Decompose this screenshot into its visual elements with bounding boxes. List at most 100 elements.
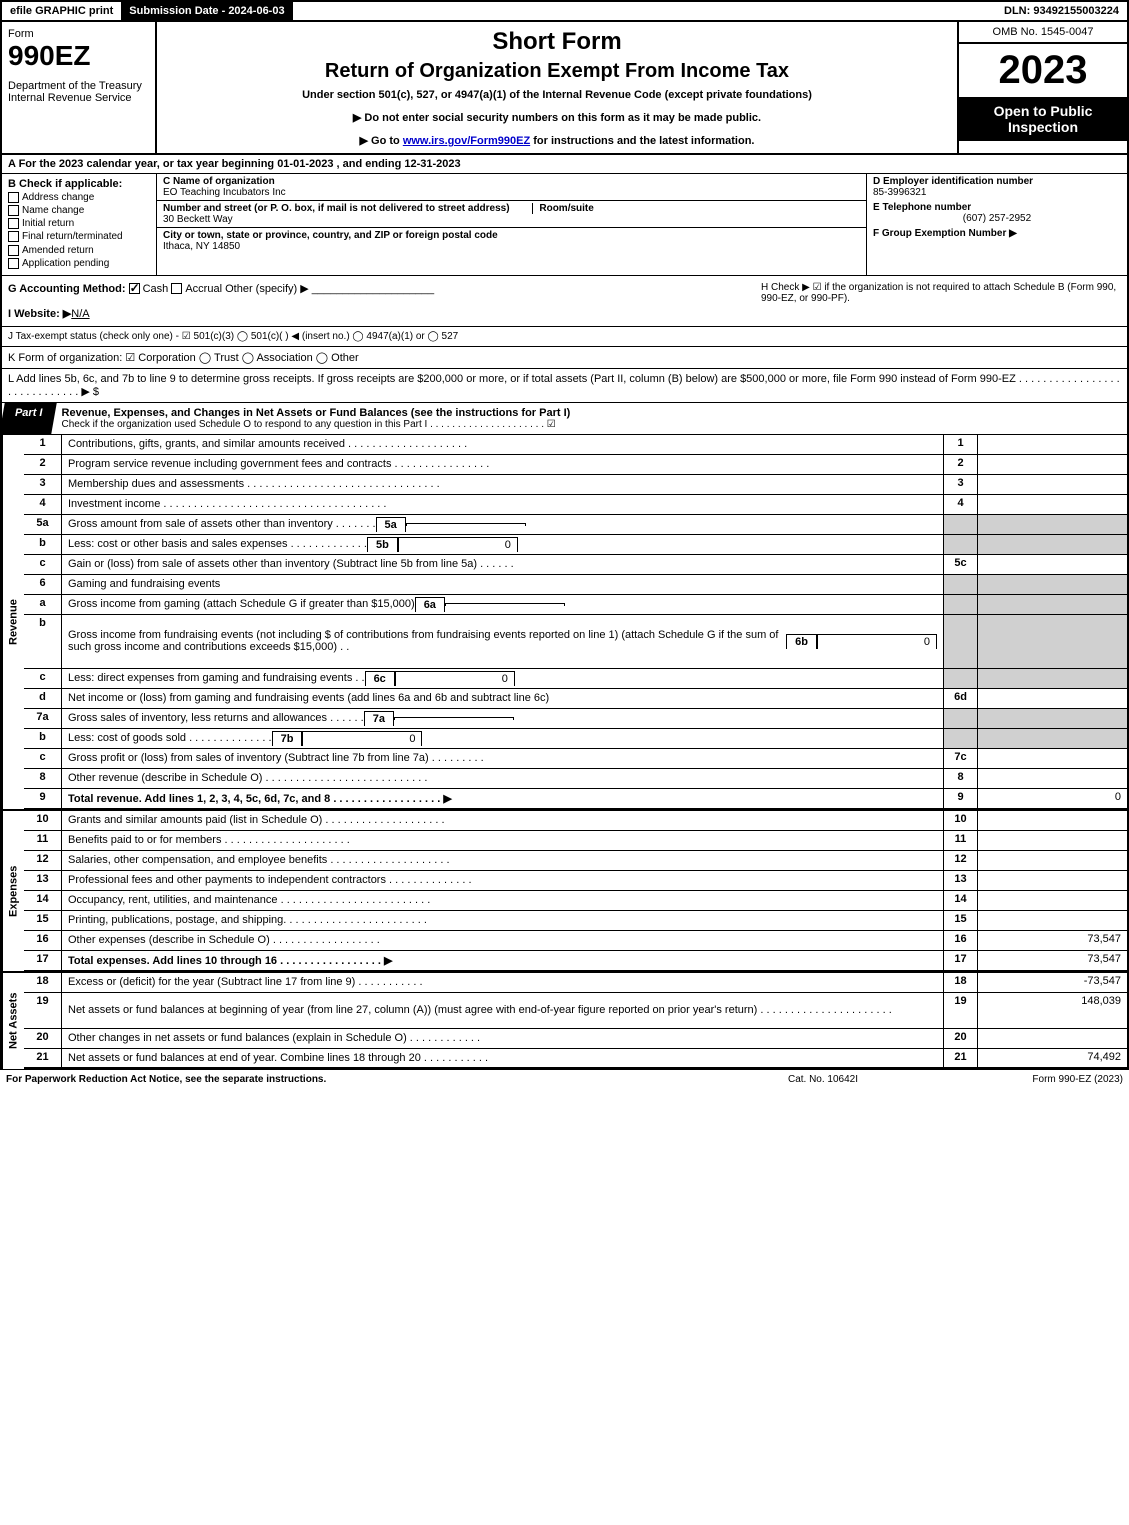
street-label: Number and street (or P. O. box, if mail… — [163, 203, 510, 214]
open-to-public: Open to Public Inspection — [959, 97, 1127, 141]
website-value: N/A — [71, 308, 89, 320]
row-k: K Form of organization: ☑ Corporation ◯ … — [0, 347, 1129, 369]
form-header: Form 990EZ Department of the Treasury In… — [0, 22, 1129, 155]
chk-initial-return[interactable]: Initial return — [8, 218, 150, 229]
goto-post: for instructions and the latest informat… — [530, 135, 754, 147]
line-15: 15Printing, publications, postage, and s… — [24, 911, 1127, 931]
line-7a: 7aGross sales of inventory, less returns… — [24, 709, 1127, 729]
header-mid: Short Form Return of Organization Exempt… — [157, 22, 957, 153]
line-2: 2Program service revenue including gover… — [24, 455, 1127, 475]
line-14: 14Occupancy, rent, utilities, and mainte… — [24, 891, 1127, 911]
chk-amended-return[interactable]: Amended return — [8, 245, 150, 256]
do-not-note: ▶ Do not enter social security numbers o… — [167, 111, 947, 124]
side-expenses: Expenses — [2, 811, 24, 971]
city-label: City or town, state or province, country… — [163, 230, 498, 241]
side-revenue: Revenue — [2, 435, 24, 809]
phone-label: E Telephone number — [873, 202, 971, 213]
under-section: Under section 501(c), 527, or 4947(a)(1)… — [167, 89, 947, 101]
line-1: 1Contributions, gifts, grants, and simil… — [24, 435, 1127, 455]
part-1-title: Revenue, Expenses, and Changes in Net As… — [54, 403, 1127, 434]
line-6c: cLess: direct expenses from gaming and f… — [24, 669, 1127, 689]
submission-date: Submission Date - 2024-06-03 — [121, 2, 292, 20]
efile-label: efile GRAPHIC print — [2, 2, 121, 20]
city-box: City or town, state or province, country… — [157, 228, 866, 254]
col-c: C Name of organization EO Teaching Incub… — [157, 174, 867, 275]
goto-pre: ▶ Go to — [360, 135, 403, 147]
row-l: L Add lines 5b, 6c, and 7b to line 9 to … — [0, 369, 1129, 403]
line-6d: dNet income or (loss) from gaming and fu… — [24, 689, 1127, 709]
org-name-box: C Name of organization EO Teaching Incub… — [157, 174, 866, 201]
line-18: 18Excess or (deficit) for the year (Subt… — [24, 973, 1127, 993]
section-b-to-f: B Check if applicable: Address change Na… — [0, 174, 1129, 276]
dln: DLN: 93492155003224 — [996, 2, 1127, 20]
org-name-value: EO Teaching Incubators Inc — [163, 187, 286, 198]
phone-value: (607) 257-2952 — [873, 213, 1121, 224]
room-label: Room/suite — [532, 203, 593, 214]
line-5a: 5aGross amount from sale of assets other… — [24, 515, 1127, 535]
city-value: Ithaca, NY 14850 — [163, 241, 240, 252]
goto-link[interactable]: www.irs.gov/Form990EZ — [403, 135, 530, 147]
g-label: G Accounting Method: — [8, 283, 126, 295]
line-6: 6Gaming and fundraising events — [24, 575, 1127, 595]
row-j: J Tax-exempt status (check only one) - ☑… — [0, 327, 1129, 347]
chk-name-change[interactable]: Name change — [8, 205, 150, 216]
goto-note: ▶ Go to www.irs.gov/Form990EZ for instru… — [167, 134, 947, 147]
line-5c: cGain or (loss) from sale of assets othe… — [24, 555, 1127, 575]
top-bar: efile GRAPHIC print Submission Date - 20… — [0, 0, 1129, 22]
group-exemption-label: F Group Exemption Number ▶ — [873, 228, 1017, 239]
department: Department of the Treasury Internal Reve… — [8, 80, 149, 104]
website-label: I Website: ▶ — [8, 308, 71, 320]
line-13: 13Professional fees and other payments t… — [24, 871, 1127, 891]
line-16: 16Other expenses (describe in Schedule O… — [24, 931, 1127, 951]
line-11: 11Benefits paid to or for members . . . … — [24, 831, 1127, 851]
line-7c: cGross profit or (loss) from sales of in… — [24, 749, 1127, 769]
omb-number: OMB No. 1545-0047 — [959, 22, 1127, 44]
col-b-header: B Check if applicable: — [8, 178, 150, 190]
col-def: D Employer identification number 85-3996… — [867, 174, 1127, 275]
return-title: Return of Organization Exempt From Incom… — [167, 60, 947, 83]
chk-application-pending[interactable]: Application pending — [8, 258, 150, 269]
part-1-header: Part I Revenue, Expenses, and Changes in… — [0, 403, 1129, 435]
paperwork-notice: For Paperwork Reduction Act Notice, see … — [6, 1074, 723, 1085]
chk-final-return[interactable]: Final return/terminated — [8, 231, 150, 242]
line-10: 10Grants and similar amounts paid (list … — [24, 811, 1127, 831]
line-9: 9Total revenue. Add lines 1, 2, 3, 4, 5c… — [24, 789, 1127, 809]
header-left: Form 990EZ Department of the Treasury In… — [2, 22, 157, 153]
chk-accrual[interactable] — [171, 283, 182, 294]
line-21: 21Net assets or fund balances at end of … — [24, 1049, 1127, 1069]
street-value: 30 Beckett Way — [163, 214, 233, 225]
part-1-grid: Revenue 1Contributions, gifts, grants, a… — [0, 435, 1129, 1069]
col-b: B Check if applicable: Address change Na… — [2, 174, 157, 275]
line-4: 4Investment income . . . . . . . . . . .… — [24, 495, 1127, 515]
row-g-h: G Accounting Method: Cash Accrual Other … — [0, 276, 1129, 327]
ein-label: D Employer identification number — [873, 176, 1033, 187]
line-17: 17Total expenses. Add lines 10 through 1… — [24, 951, 1127, 971]
line-7b: bLess: cost of goods sold . . . . . . . … — [24, 729, 1127, 749]
line-6b: bGross income from fundraising events (n… — [24, 615, 1127, 669]
chk-cash[interactable] — [129, 283, 140, 294]
street-box: Number and street (or P. O. box, if mail… — [157, 201, 866, 228]
part-1-label: Part I — [0, 403, 56, 434]
form-word: Form — [8, 28, 149, 40]
line-6a: aGross income from gaming (attach Schedu… — [24, 595, 1127, 615]
side-net-assets: Net Assets — [2, 973, 24, 1069]
org-name-label: C Name of organization — [163, 176, 275, 187]
chk-address-change[interactable]: Address change — [8, 192, 150, 203]
cat-no: Cat. No. 10642I — [723, 1074, 923, 1085]
ein-value: 85-3996321 — [873, 187, 926, 198]
accounting-method: G Accounting Method: Cash Accrual Other … — [8, 282, 761, 320]
line-5b: bLess: cost or other basis and sales exp… — [24, 535, 1127, 555]
footer: For Paperwork Reduction Act Notice, see … — [0, 1069, 1129, 1089]
form-ref: Form 990-EZ (2023) — [923, 1074, 1123, 1085]
tax-year: 2023 — [959, 44, 1127, 97]
header-right: OMB No. 1545-0047 2023 Open to Public In… — [957, 22, 1127, 153]
line-12: 12Salaries, other compensation, and empl… — [24, 851, 1127, 871]
line-19: 19Net assets or fund balances at beginni… — [24, 993, 1127, 1029]
line-a: A For the 2023 calendar year, or tax yea… — [0, 155, 1129, 174]
short-form-title: Short Form — [167, 28, 947, 56]
line-8: 8Other revenue (describe in Schedule O) … — [24, 769, 1127, 789]
row-h: H Check ▶ ☑ if the organization is not r… — [761, 282, 1121, 320]
line-20: 20Other changes in net assets or fund ba… — [24, 1029, 1127, 1049]
form-number: 990EZ — [8, 40, 149, 72]
line-3: 3Membership dues and assessments . . . .… — [24, 475, 1127, 495]
